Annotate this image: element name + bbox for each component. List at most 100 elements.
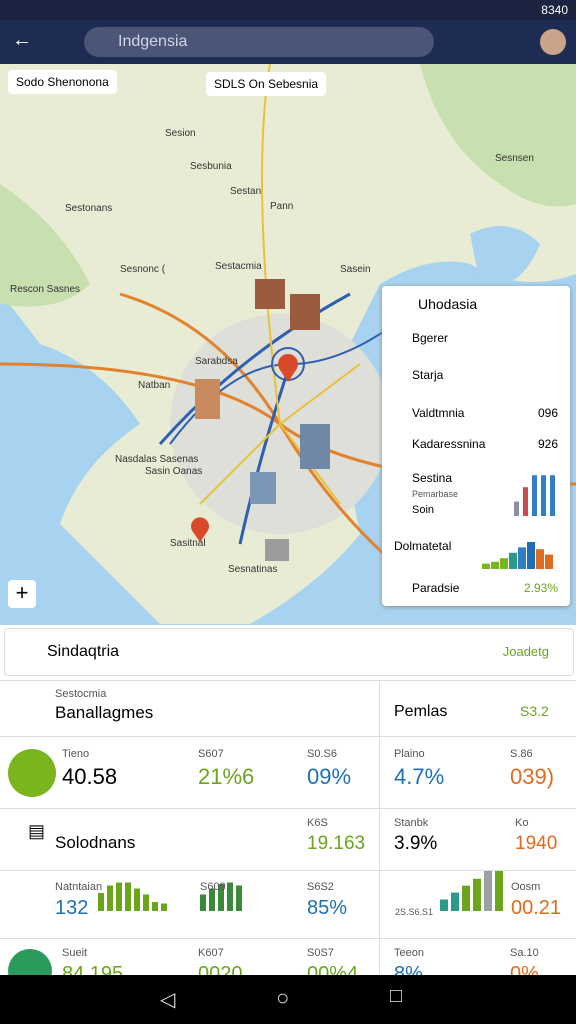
search-text: Indgensia xyxy=(118,33,188,50)
nav-recent[interactable]: □ xyxy=(390,985,403,1007)
section-link[interactable]: Joadetg xyxy=(502,644,549,659)
bar xyxy=(541,475,546,516)
stat-value: 09% xyxy=(307,764,352,789)
map-label: Nasdalas Sasenas xyxy=(115,454,198,465)
card-title: Sestina xyxy=(412,471,453,485)
stat-label: Stanbk xyxy=(394,817,429,829)
nav-home[interactable]: ○ xyxy=(276,985,290,1010)
nav-back[interactable]: ◁ xyxy=(160,989,176,1011)
bar xyxy=(209,888,215,911)
stat-label: Sa.10 xyxy=(510,947,539,959)
bar xyxy=(143,894,149,911)
bar xyxy=(509,552,517,569)
map-label: Pann xyxy=(270,201,293,212)
stat-value: 19.163 xyxy=(307,833,366,854)
stat-label: Natntaian xyxy=(55,881,103,893)
stat-value: 1940 xyxy=(515,833,558,854)
panel-title: Uhodasia xyxy=(418,296,478,312)
map-label: Sesnatinas xyxy=(228,564,277,575)
stat-value: 40.58 xyxy=(62,764,118,789)
panel-item[interactable]: Bgerer xyxy=(412,331,449,345)
footer-value: 2.93% xyxy=(523,581,558,595)
bar xyxy=(125,882,131,911)
stat-label: S0S7 xyxy=(307,947,334,959)
bar xyxy=(484,871,492,911)
card-line: Soin xyxy=(412,504,435,516)
caption: Sestocmia xyxy=(55,688,107,700)
stat-label: Plaino xyxy=(394,748,425,760)
map-label: Natban xyxy=(138,380,170,391)
bar xyxy=(98,893,104,911)
map-label: Sesbunia xyxy=(190,161,232,172)
right-title: Pemlas xyxy=(394,703,448,720)
section-header[interactable]: Sindaqtria Joadetg xyxy=(4,628,574,676)
stat-label: Tieno xyxy=(62,748,90,760)
bar xyxy=(482,563,490,569)
stats-grid: Sestocmia Banallagmes Pemlas S3.2 ▤ Solo… xyxy=(0,680,576,993)
map-label: Sesion xyxy=(165,128,196,139)
back-button[interactable]: ← xyxy=(12,29,32,51)
status-bar: 8340 xyxy=(0,0,576,20)
stat-value: 00.21 xyxy=(511,897,562,919)
search-field[interactable]: Indgensia xyxy=(84,27,434,57)
stat-value: 85% xyxy=(307,897,348,919)
zoom-in[interactable]: + xyxy=(8,580,36,608)
stat-label: S0.S6 xyxy=(307,748,337,760)
note: 2S.S6.S1 xyxy=(395,907,434,917)
icon: ▤ xyxy=(28,821,46,841)
bar xyxy=(545,554,553,569)
map-label: Sasein xyxy=(340,264,371,275)
bar xyxy=(518,547,526,569)
bar xyxy=(451,892,459,911)
bar xyxy=(495,871,503,911)
row-title: Solodnans xyxy=(55,833,136,852)
stat-label: Oosm xyxy=(511,881,541,893)
panel-item[interactable]: Starja xyxy=(412,368,444,382)
row-charts xyxy=(98,871,503,911)
side-panel: Uhodasia Bgerer Starja Valdtmnia 096 Kad… xyxy=(382,286,570,606)
map-label: Sestan xyxy=(230,186,261,197)
card-chart xyxy=(514,475,555,516)
bar xyxy=(116,882,122,911)
bar xyxy=(107,885,113,911)
bar xyxy=(473,878,481,911)
bar xyxy=(536,549,544,569)
row-label: Kadaressnina xyxy=(412,437,486,451)
stat-label: S.86 xyxy=(510,748,533,760)
map-label: Rescon Sasnes xyxy=(10,284,80,295)
app-bar: ← Indgensia xyxy=(0,20,576,64)
map-label: Sesnonc ( xyxy=(120,264,166,275)
panel-chart xyxy=(482,542,553,569)
row-value: 926 xyxy=(537,437,558,451)
stat-value: 039) xyxy=(510,764,555,789)
bar xyxy=(491,561,499,569)
map-label: Sasitnal xyxy=(170,538,206,549)
map-label: Sarabdsa xyxy=(195,356,238,367)
stat-value: 4.7% xyxy=(394,764,445,789)
avatar[interactable] xyxy=(540,29,566,55)
map-label: Sesnsen xyxy=(495,153,534,164)
footer-label: Paradsie xyxy=(412,581,460,595)
bar xyxy=(462,885,470,911)
stat-label: Sueit xyxy=(62,947,88,959)
bar xyxy=(134,888,140,911)
bar xyxy=(218,884,224,911)
stat-value: 132 xyxy=(55,897,89,919)
bar xyxy=(523,487,528,516)
stat-label: K6S xyxy=(307,817,328,829)
map-label: Sasin Oanas xyxy=(145,466,202,477)
right-value[interactable]: S3.2 xyxy=(520,703,549,719)
icon xyxy=(8,749,56,797)
map-chip[interactable]: SDLS On Sebesnia xyxy=(206,72,327,96)
stat-label: K607 xyxy=(198,947,224,959)
header-title[interactable]: Banallagmes xyxy=(55,703,154,722)
map-chip[interactable]: Sodo Shenonona xyxy=(8,70,117,94)
stat-label: S607 xyxy=(198,748,224,760)
bar xyxy=(152,902,158,911)
bar xyxy=(227,882,233,911)
nav-bar: ◁ ○ □ xyxy=(0,975,576,1024)
card-line: Pemarbase xyxy=(412,489,459,499)
bar xyxy=(161,903,167,911)
section-title: Sindaqtria xyxy=(47,643,120,660)
